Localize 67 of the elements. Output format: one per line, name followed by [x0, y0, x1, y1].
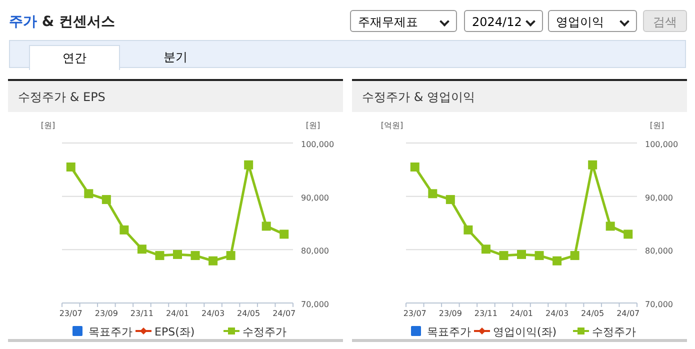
legend-label: 수정주가 [242, 326, 286, 338]
text: 분기 [162, 49, 188, 66]
text: 주가 & 컨센서스 [9, 14, 115, 30]
x-tick-label: 24/03 [546, 309, 569, 318]
point [606, 222, 615, 231]
x-tick-label: 23/11 [130, 309, 154, 318]
point [517, 250, 526, 259]
point [446, 195, 455, 204]
chart-title: 수정주가 & 영업이익 [352, 81, 687, 112]
y2-tick-label: 80,000 [645, 246, 673, 256]
x-tick-label: 24/05 [581, 309, 604, 318]
y2-tick-label: 70,000 [301, 300, 329, 309]
point [173, 250, 182, 259]
point [208, 256, 218, 266]
x-tick-label: 24/07 [616, 309, 640, 318]
point [464, 225, 473, 234]
x-tick-label: 23/09 [94, 309, 118, 318]
point [120, 225, 129, 234]
x-tick-label: 23/11 [474, 309, 498, 318]
y2-axis-title: [원] [650, 121, 664, 130]
y2-axis-title: [원] [306, 121, 320, 130]
point [499, 251, 508, 260]
y2-tick-label: 90,000 [645, 193, 673, 202]
legend-label: 목표주가 [88, 326, 132, 338]
x-tick-label: 23/07 [59, 309, 82, 318]
point [534, 251, 544, 260]
point [84, 189, 94, 198]
text: 주재무제표 [350, 10, 457, 32]
x-tick-label: 24/01 [510, 309, 534, 318]
x-tick-label: 23/09 [438, 309, 462, 318]
y2-tick-label: 70,000 [645, 300, 673, 309]
x-tick-label: 24/03 [202, 309, 225, 318]
point [66, 162, 76, 172]
point [244, 160, 254, 170]
chart-title: 수정주가 & EPS [8, 81, 343, 112]
text: 검색 [643, 10, 687, 32]
point [226, 251, 236, 260]
point [137, 244, 146, 254]
y-axis-title: [억원] [380, 121, 404, 130]
point [570, 251, 580, 260]
point [190, 251, 200, 260]
point [588, 160, 598, 170]
point [552, 256, 562, 266]
y2-tick-label: 100,000 [301, 140, 334, 149]
point [280, 230, 289, 239]
point [410, 162, 420, 172]
legend-label: 수정주가 [592, 326, 636, 338]
point [155, 251, 164, 260]
point [481, 244, 490, 254]
legend-label: EPS(좌) [154, 326, 195, 338]
point [102, 195, 111, 204]
text: 영업이익 [548, 10, 637, 32]
point [262, 222, 271, 231]
legend-label: 목표주가 [427, 326, 471, 338]
y-axis-title: [원] [40, 121, 56, 130]
y2-tick-label: 80,000 [301, 246, 329, 256]
point [624, 230, 633, 239]
y2-tick-label: 90,000 [301, 193, 329, 202]
text: 2024/12 [464, 10, 543, 32]
x-tick-label: 24/05 [237, 309, 260, 318]
x-tick-label: 24/07 [272, 309, 296, 318]
text: 연간 [29, 45, 120, 70]
y2-tick-label: 100,000 [645, 140, 678, 149]
x-tick-label: 24/01 [166, 309, 190, 318]
legend-label: 영업이익(좌) [493, 326, 557, 338]
point [428, 189, 438, 198]
x-tick-label: 23/07 [403, 309, 426, 318]
